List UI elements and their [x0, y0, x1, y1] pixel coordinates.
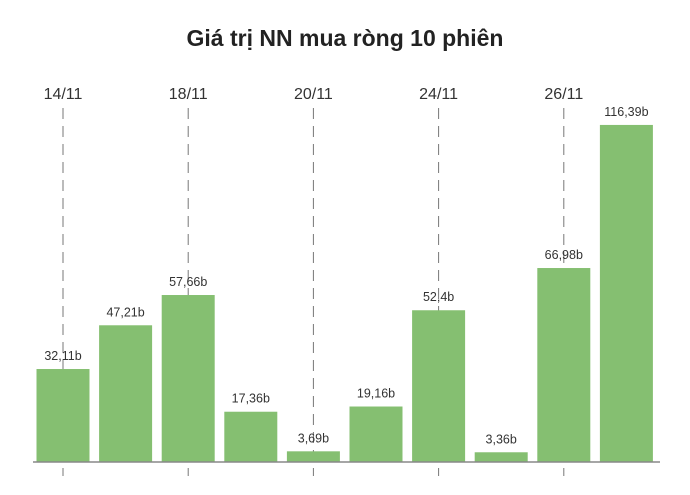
bar	[286, 451, 340, 462]
bar	[99, 325, 153, 462]
data-labels: 32,11b 47,21b 57,66b 17,36b 3,69b 19,16b 52,4b…	[44, 105, 648, 446]
bar-value-label: 3,36b	[486, 432, 517, 446]
bar-value-label: 52,4b	[423, 290, 454, 304]
bar	[224, 411, 278, 462]
bar	[474, 452, 528, 462]
x-tick-label: 26/11	[544, 86, 583, 103]
bars	[36, 124, 653, 462]
bar	[161, 295, 215, 462]
x-tick-label: 24/11	[419, 86, 458, 103]
chart-title: Giá trị NN mua ròng 10 phiên	[187, 25, 504, 51]
bar-value-label: 116,39b	[604, 105, 648, 119]
bar	[349, 406, 403, 462]
bar	[537, 268, 591, 462]
bar-value-label: 3,69b	[298, 431, 329, 445]
bar-value-label: 57,66b	[169, 275, 207, 289]
bar-value-label: 47,21b	[106, 305, 144, 319]
x-tick-label: 18/11	[169, 86, 208, 103]
x-tick-label: 14/11	[44, 86, 83, 103]
bar-value-label: 19,16b	[357, 387, 395, 401]
x-tick-labels: 14/11 18/11 20/11 24/11 26/11	[44, 86, 584, 103]
bar	[36, 369, 90, 462]
bar-value-label: 66,98b	[545, 248, 583, 262]
bar	[412, 310, 466, 462]
x-tick-label: 20/11	[294, 86, 333, 103]
bar-value-label: 32,11b	[44, 349, 81, 363]
bar	[599, 124, 653, 462]
bar-value-label: 17,36b	[232, 392, 270, 406]
